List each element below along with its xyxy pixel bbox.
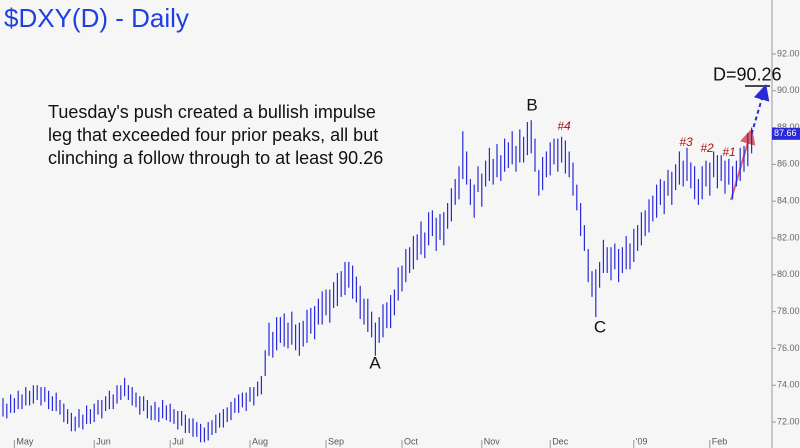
annotation-line: Tuesday's push created a bullish impulse (48, 102, 376, 122)
y-tick-label: 90.00 (777, 85, 800, 95)
point-label: A (369, 353, 381, 372)
y-tick-label: 80.00 (777, 269, 800, 279)
x-tick-label: Oct (404, 436, 419, 446)
x-tick-label: Feb (712, 436, 728, 446)
y-tick-label: 76.00 (777, 343, 800, 353)
peak-label: #1 (722, 145, 735, 159)
projection-arrow (750, 84, 770, 135)
y-tick-label: 92.00 (777, 48, 800, 58)
peak-label: #3 (679, 135, 693, 149)
point-label: B (526, 95, 537, 114)
x-tick-label: Dec (552, 436, 569, 446)
annotation-line: clinching a follow through to at least 9… (48, 148, 383, 168)
x-tick-label: Jul (172, 436, 184, 446)
y-tick-label: 78.00 (777, 306, 800, 316)
chart-title: $DXY(D) - Daily (4, 3, 189, 33)
x-tick-label: Nov (484, 436, 501, 446)
last-value-box (772, 127, 800, 140)
annotation-line: leg that exceeded four prior peaks, all … (48, 125, 378, 145)
last-value-label: 87.66 (774, 128, 797, 138)
y-tick-label: 72.00 (777, 416, 800, 426)
x-tick-label: Jun (96, 436, 111, 446)
y-tick-label: 74.00 (777, 380, 800, 390)
peak-label: #4 (557, 119, 571, 133)
x-tick-label: Aug (252, 436, 268, 446)
point-label: C (594, 317, 606, 336)
y-tick-label: 84.00 (777, 196, 800, 206)
x-tick-label: May (16, 436, 34, 446)
target-label: D=90.26 (713, 65, 782, 85)
y-tick-label: 86.00 (777, 159, 800, 169)
y-tick-label: 88.00 (777, 122, 800, 132)
peak-label: #2 (700, 141, 714, 155)
x-tick-label: '09 (636, 436, 648, 446)
x-tick-label: Sep (328, 436, 344, 446)
y-tick-label: 82.00 (777, 232, 800, 242)
